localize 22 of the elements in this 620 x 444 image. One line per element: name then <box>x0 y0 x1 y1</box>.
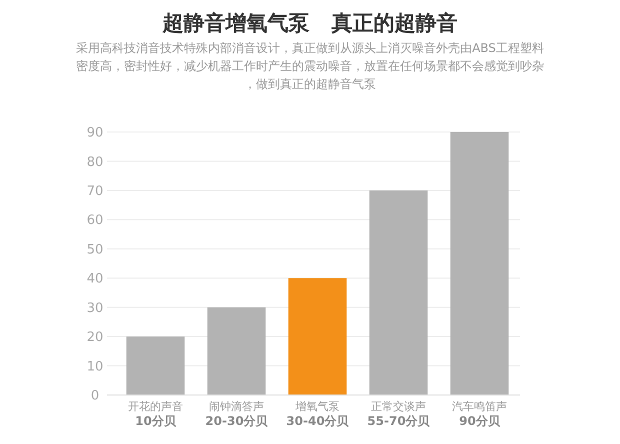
x-tick-label: 开花的声音 10分贝 <box>128 400 183 428</box>
chart-title: 超静音增氧气泵 真正的超静音 <box>162 11 458 35</box>
y-tick-label: 40 <box>86 272 104 287</box>
x-tick-label: 正常交谈声 55-70分贝 <box>367 400 431 428</box>
y-tick-label: 50 <box>86 242 104 258</box>
bar <box>450 132 509 395</box>
bar <box>126 336 185 395</box>
x-tick-label: 汽车鸣笛声 90分贝 <box>452 400 507 428</box>
y-tick-label: 70 <box>86 184 104 199</box>
x-tick-label: 增氧气泵 30-40分贝 <box>286 400 350 428</box>
y-tick-label: 30 <box>86 300 104 316</box>
x-tick-label: 闹钟滴答声 20-30分贝 <box>205 400 269 428</box>
y-tick-label: 20 <box>86 330 104 346</box>
chart-subtitle: 采用高科技消音技术特殊内部消音设计，真正做到从源头上消灭噪音外壳由ABS工程塑料密度高，密封性好，减少机器工作时产生的震动噪音，放置在任何场景都不会感觉到吵杂，做到真正的超静音气泵 <box>76 41 544 91</box>
y-tick-label: 80 <box>86 154 104 170</box>
y-tick-label: 90 <box>86 126 104 141</box>
bar <box>369 190 428 395</box>
y-tick-label: 60 <box>86 213 104 228</box>
y-tick-label: 10 <box>86 359 104 374</box>
y-tick-label: 0 <box>90 388 100 404</box>
bar <box>288 278 347 395</box>
bar <box>207 307 266 395</box>
